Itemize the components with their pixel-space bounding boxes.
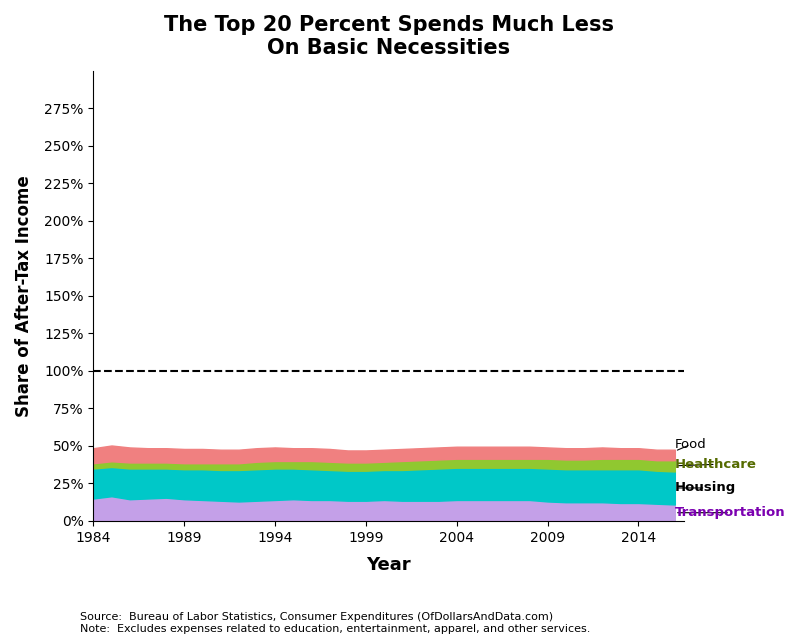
Text: Source:  Bureau of Labor Statistics, Consumer Expenditures (OfDollarsAndData.com: Source: Bureau of Labor Statistics, Cons…	[80, 612, 590, 634]
Y-axis label: Share of After-Tax Income: Share of After-Tax Income	[15, 175, 33, 417]
X-axis label: Year: Year	[366, 556, 411, 574]
Text: Food: Food	[675, 438, 706, 451]
Text: Healthcare: Healthcare	[675, 458, 757, 471]
Text: Transportation: Transportation	[675, 506, 786, 519]
Text: Housing: Housing	[675, 481, 736, 495]
Title: The Top 20 Percent Spends Much Less
On Basic Necessities: The Top 20 Percent Spends Much Less On B…	[164, 15, 614, 58]
